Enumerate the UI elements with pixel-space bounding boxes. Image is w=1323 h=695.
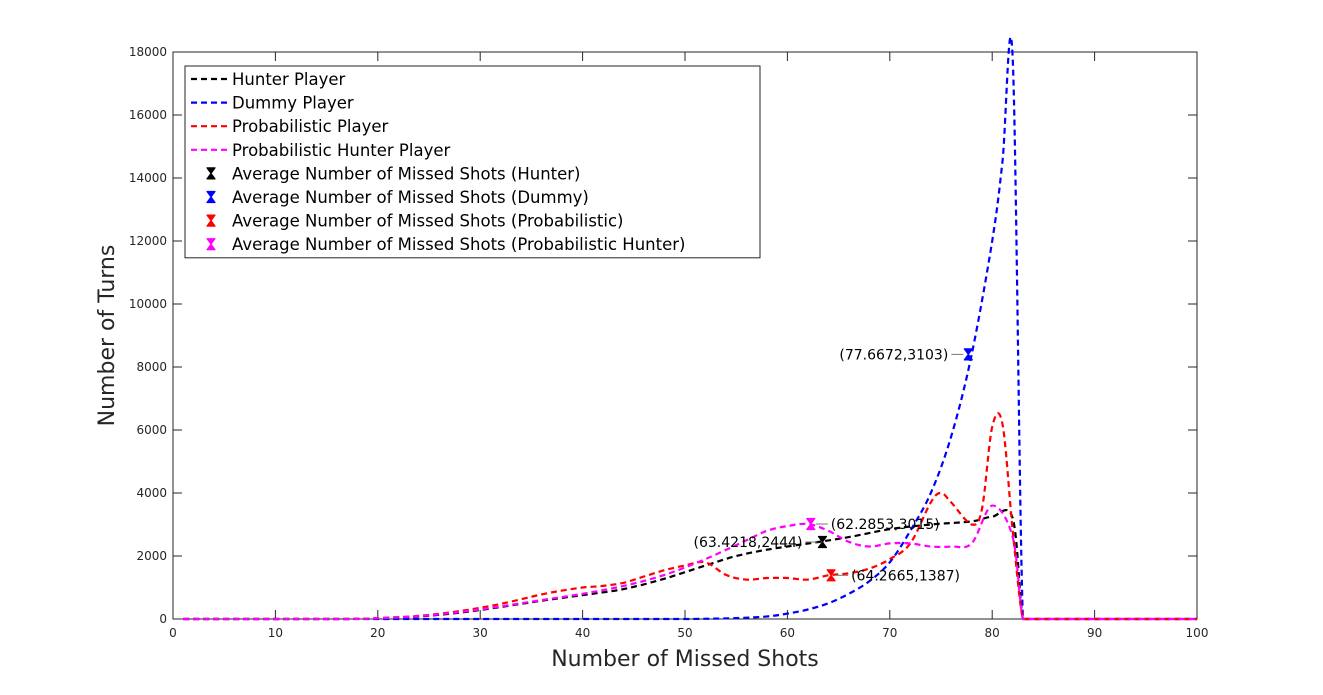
avg-marker-1: [963, 348, 973, 361]
y-tick-label: 2000: [136, 549, 167, 563]
x-tick-label: 60: [780, 626, 795, 640]
legend-entry: Average Number of Missed Shots (Probabil…: [232, 212, 623, 231]
x-axis-label: Number of Missed Shots: [551, 647, 819, 672]
y-tick-label: 6000: [136, 423, 167, 437]
y-tick-label: 0: [159, 612, 167, 626]
y-tick-label: 4000: [136, 486, 167, 500]
y-tick-label: 8000: [136, 360, 167, 374]
legend: Hunter Player Dummy Player Probabilistic P…: [184, 65, 761, 259]
x-tick-label: 0: [169, 626, 177, 640]
series-line-3: [183, 504, 1197, 621]
y-tick-label: 18000: [129, 45, 167, 59]
y-axis-label: Number of Turns: [95, 245, 120, 427]
x-tick-label: 20: [370, 626, 385, 640]
avg-marker-0: [817, 535, 828, 549]
y-tick-label: 14000: [129, 171, 167, 185]
legend-entry: Average Number of Missed Shots (Dummy): [232, 188, 589, 207]
x-tick-label: 10: [268, 626, 283, 640]
marker-annotation-3: (62.2853,3015): [831, 517, 940, 533]
legend-entry: Dummy Player: [232, 94, 354, 113]
x-tick-label: 30: [473, 626, 488, 640]
marker-annotation-1: (77.6672,3103): [839, 347, 948, 363]
axis-ticks: 0 10 20 30 40 50 60 70 80 90 100 0 2000 4000 6000 8000 1…: [129, 45, 1209, 640]
legend-box: [184, 65, 761, 259]
marker-layer: (63.4218,2444) (77.6672,3103) (64.2665,138…: [694, 347, 973, 584]
y-tick-label: 16000: [129, 108, 167, 122]
y-tick-label: 12000: [129, 234, 167, 248]
marker-annotation-0: (63.4218,2444): [694, 535, 803, 551]
legend-swatch-marker: [206, 190, 216, 204]
legend-entry: Average Number of Missed Shots (Hunter): [232, 164, 581, 183]
x-tick-label: 50: [677, 626, 692, 640]
marker-annotation-2: (64.2665,1387): [851, 568, 960, 584]
series-line-2: [183, 412, 1197, 621]
legend-entry: Average Number of Missed Shots (Probabil…: [232, 235, 685, 254]
x-tick-label: 100: [1186, 626, 1209, 640]
legend-entry: Probabilistic Player: [232, 117, 389, 136]
x-tick-label: 80: [985, 626, 1000, 640]
legend-entry: Probabilistic Hunter Player: [232, 141, 450, 160]
y-tick-label: 10000: [129, 297, 167, 311]
avg-marker-2: [826, 569, 836, 582]
legend-swatch-marker: [206, 167, 216, 180]
avg-marker-3: [806, 517, 816, 531]
series-layer: [183, 36, 1197, 621]
x-tick-label: 70: [882, 626, 897, 640]
legend-swatch-marker: [206, 238, 216, 251]
legend-swatch-marker: [206, 214, 216, 227]
x-tick-label: 90: [1087, 626, 1102, 640]
legend-entry: Hunter Player: [232, 70, 346, 89]
x-tick-label: 40: [575, 626, 590, 640]
series-line-1: [183, 36, 1197, 621]
